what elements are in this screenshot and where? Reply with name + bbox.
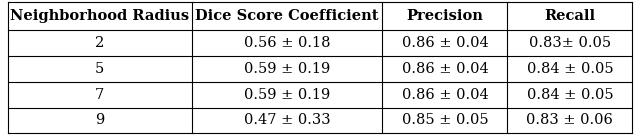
Text: 0.86 ± 0.04: 0.86 ± 0.04 [401, 62, 488, 76]
Text: 0.85 ± 0.05: 0.85 ± 0.05 [402, 113, 488, 127]
Text: 0.86 ± 0.04: 0.86 ± 0.04 [401, 36, 488, 50]
Text: Precision: Precision [406, 9, 483, 23]
Text: 2: 2 [95, 36, 104, 50]
Text: 0.56 ± 0.18: 0.56 ± 0.18 [244, 36, 330, 50]
Text: 0.59 ± 0.19: 0.59 ± 0.19 [244, 62, 330, 76]
Text: 9: 9 [95, 113, 104, 127]
Text: 0.59 ± 0.19: 0.59 ± 0.19 [244, 88, 330, 102]
Text: Dice Score Coefficient: Dice Score Coefficient [195, 9, 379, 23]
Text: 0.86 ± 0.04: 0.86 ± 0.04 [401, 88, 488, 102]
Text: 0.84 ± 0.05: 0.84 ± 0.05 [527, 62, 613, 76]
Text: 0.83 ± 0.06: 0.83 ± 0.06 [527, 113, 613, 127]
Text: Neighborhood Radius: Neighborhood Radius [10, 9, 189, 23]
Text: Recall: Recall [544, 9, 595, 23]
Text: 5: 5 [95, 62, 104, 76]
Text: 7: 7 [95, 88, 104, 102]
Text: 0.83± 0.05: 0.83± 0.05 [529, 36, 611, 50]
Text: 0.84 ± 0.05: 0.84 ± 0.05 [527, 88, 613, 102]
Text: 0.47 ± 0.33: 0.47 ± 0.33 [244, 113, 330, 127]
